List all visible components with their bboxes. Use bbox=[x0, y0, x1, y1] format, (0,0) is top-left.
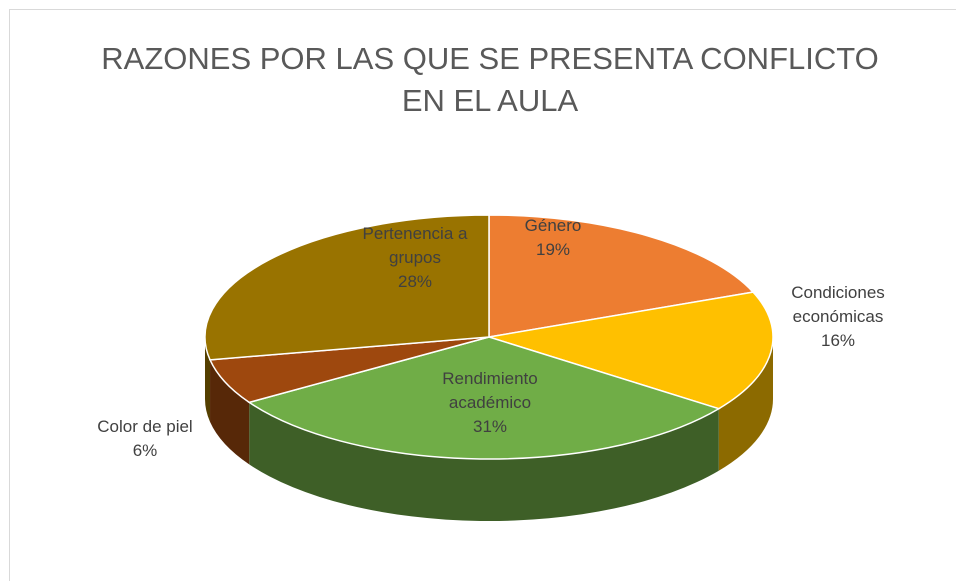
value-label: 6% bbox=[132, 441, 158, 460]
category-label: Pertenencia a grupos bbox=[362, 224, 468, 267]
data-label: Condiciones económicas 16% bbox=[768, 281, 908, 353]
value-label: 19% bbox=[535, 240, 571, 259]
data-label: Pertenencia a grupos 28% bbox=[340, 222, 490, 294]
value-label: 28% bbox=[397, 272, 433, 291]
value-label: 31% bbox=[472, 417, 508, 436]
slice-side bbox=[249, 402, 719, 521]
category-label: Rendimiento académico bbox=[442, 369, 538, 412]
category-label: Condiciones económicas bbox=[791, 283, 885, 326]
slice bbox=[488, 291, 774, 410]
category-label: Género bbox=[524, 216, 582, 235]
slice bbox=[247, 336, 721, 460]
value-label: 16% bbox=[820, 331, 856, 350]
slice-side bbox=[718, 337, 773, 471]
slice-side bbox=[210, 359, 250, 465]
chart-title: RAZONES POR LAS QUE SE PRESENTA CONFLICT… bbox=[101, 41, 879, 118]
category-label: Color de piel bbox=[97, 417, 193, 436]
slice bbox=[204, 214, 490, 361]
chart-border bbox=[9, 9, 956, 581]
data-label: Género 19% bbox=[493, 214, 613, 262]
data-label: Rendimiento académico 31% bbox=[415, 367, 565, 439]
data-label: Color de piel 6% bbox=[70, 415, 220, 463]
slice bbox=[488, 214, 755, 338]
